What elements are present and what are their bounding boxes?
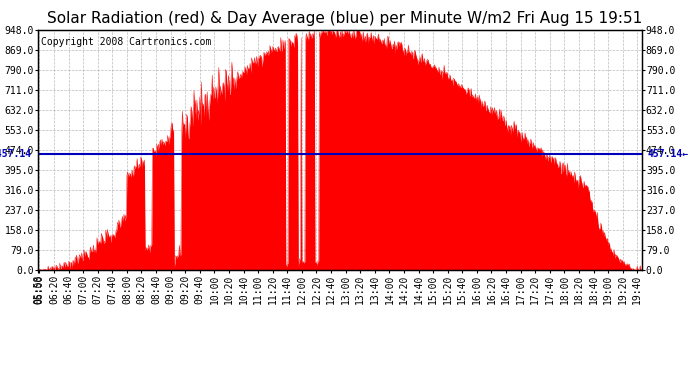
Text: Copyright 2008 Cartronics.com: Copyright 2008 Cartronics.com: [41, 37, 211, 47]
Text: 457.14←: 457.14←: [648, 149, 689, 159]
Text: Solar Radiation (red) & Day Average (blue) per Minute W/m2 Fri Aug 15 19:51: Solar Radiation (red) & Day Average (blu…: [48, 11, 642, 26]
Text: →457.14: →457.14: [0, 149, 32, 159]
